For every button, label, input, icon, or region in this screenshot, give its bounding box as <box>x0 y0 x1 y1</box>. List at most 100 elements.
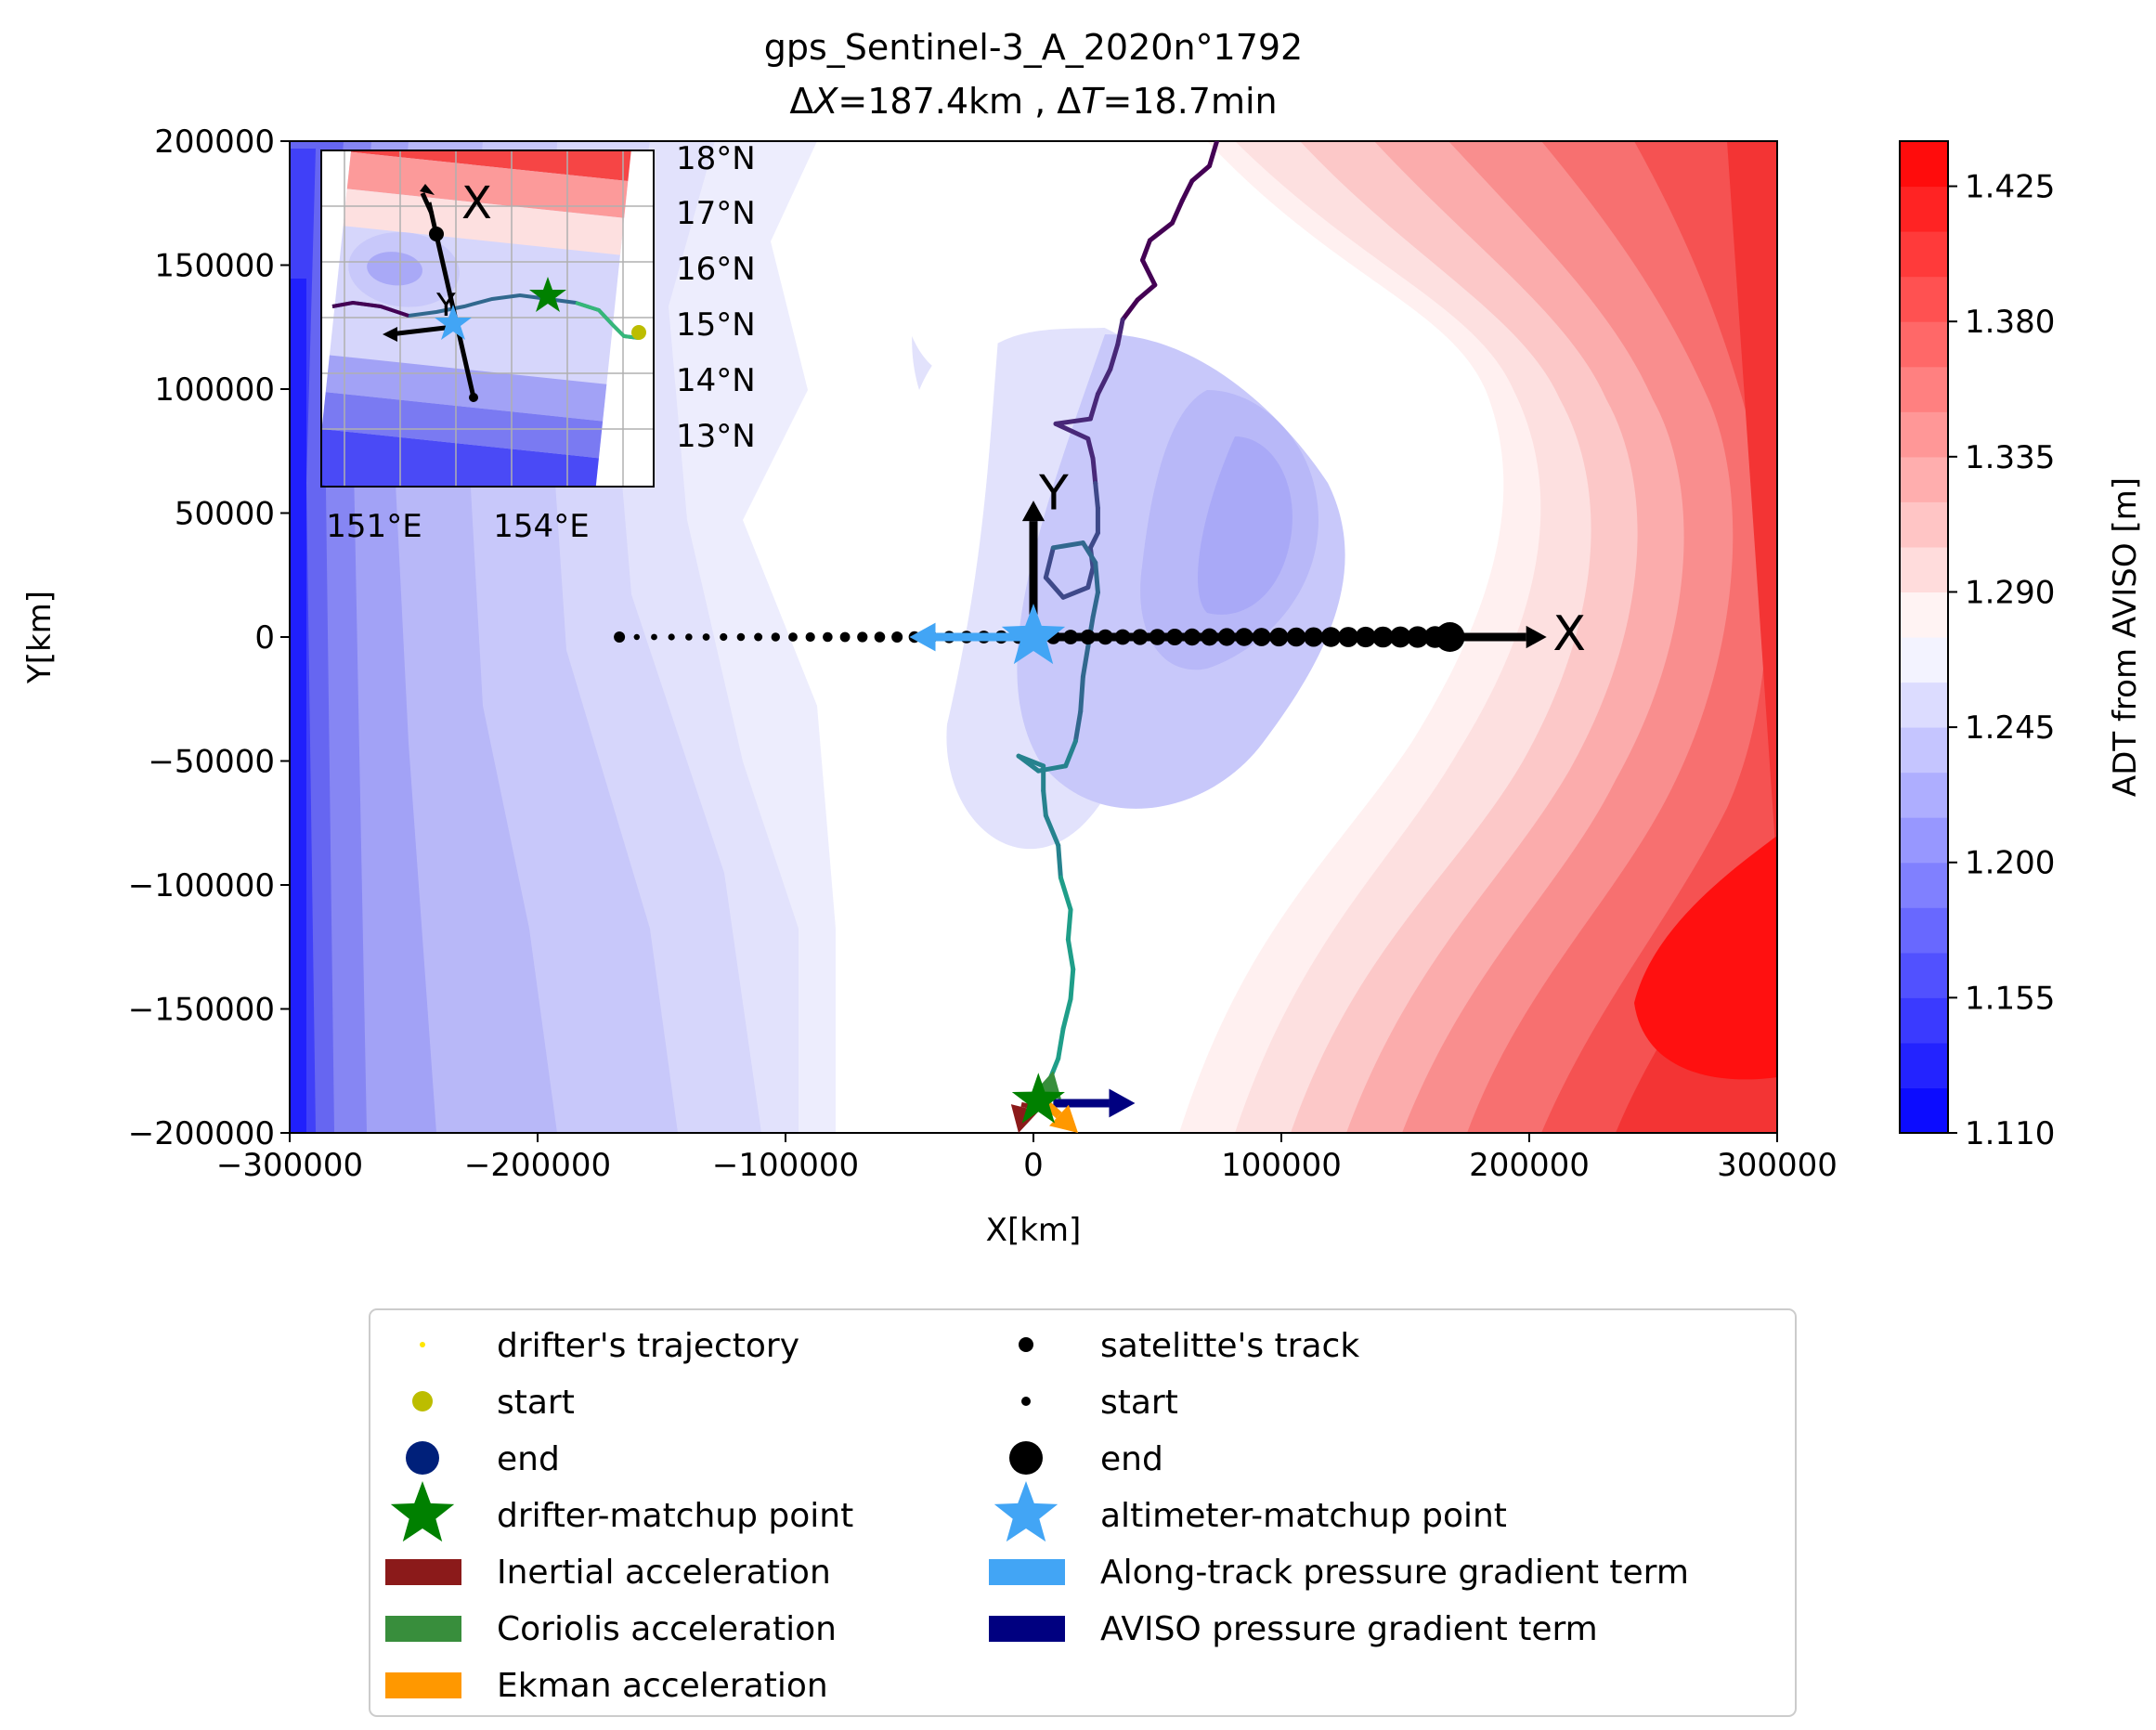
legend-item-drifter-matchup-point: drifter-matchup point <box>390 1481 853 1542</box>
colorbar-band <box>1900 727 1948 774</box>
drifter-trajectory-segment <box>1060 585 1091 600</box>
drifter-trajectory-segment <box>1056 842 1063 880</box>
x-tick-label: 100000 <box>1221 1147 1342 1184</box>
drifter-trajectory-segment <box>1085 565 1096 591</box>
legend-item-start: start <box>412 1384 575 1422</box>
colorbar-band <box>1900 186 1948 232</box>
drifter-trajectory-segment <box>1068 967 1076 1002</box>
drifter-trajectory-segment <box>1139 257 1158 288</box>
legend-label: drifter's trajectory <box>497 1327 799 1365</box>
legend-label: Coriolis acceleration <box>497 1610 837 1648</box>
drifter-trajectory-segment <box>1120 297 1140 322</box>
drifter-trajectory-segment <box>1135 282 1158 303</box>
colorbar-tick-label: 1.110 <box>1965 1115 2055 1152</box>
colorbar-band <box>1900 592 1948 638</box>
ekman-acceleration-arrow-head <box>1049 1104 1079 1133</box>
legend-label: AVISO pressure gradient term <box>1100 1610 1598 1648</box>
inset-lat-label-6: 13°N <box>676 418 756 455</box>
colorbar-band <box>1900 772 1948 818</box>
inset-lon-label-1: 151°E <box>326 508 422 545</box>
drifter-trajectory-segment <box>1041 788 1048 818</box>
satellite-track-point <box>839 631 851 643</box>
colorbar-band <box>1900 862 1948 908</box>
track-axis-x-arrow-head <box>1526 625 1547 649</box>
drifter-trajectory-segment <box>1060 996 1073 1032</box>
legend-item-inertial-acceleration: Inertial acceleration <box>385 1554 831 1592</box>
drifter-trajectory-segment <box>1170 198 1185 226</box>
y-tick-label: −100000 <box>128 867 275 904</box>
legend-item-end: end <box>406 1440 560 1478</box>
legend-item-end: end <box>1009 1440 1163 1478</box>
inset-lat-label-3: 16°N <box>676 251 756 288</box>
aviso-pressure-gradient-term-arrow-head <box>1109 1088 1136 1118</box>
colorbar-tick-label: 1.425 <box>1965 169 2055 206</box>
drifter-trajectory-segment <box>1016 753 1046 769</box>
legend-item-coriolis-acceleration: Coriolis acceleration <box>385 1610 837 1648</box>
inertial-acceleration-arrow-shaft <box>1020 1101 1031 1109</box>
drifter-trajectory-segment <box>1087 530 1100 551</box>
satellite-track-point <box>651 633 657 641</box>
colorbar-tick-label: 1.200 <box>1965 845 2055 882</box>
track-axis-y-arrow-head <box>1021 501 1046 522</box>
x-axis-label: X[km] <box>986 1212 1082 1249</box>
colorbar-band <box>1900 907 1948 954</box>
drifter-trajectory-segment <box>1053 416 1093 426</box>
legend-label: start <box>497 1384 575 1422</box>
drifter-trajectory-segment <box>1207 141 1220 169</box>
satellite-track-point <box>702 633 710 641</box>
x-tick-label: 0 <box>1023 1147 1044 1184</box>
inset-lat-label-2: 17°N <box>676 195 756 232</box>
inset-altimeter-matchup-star <box>435 305 472 340</box>
legend-marker <box>385 1616 461 1642</box>
inset-lon-label-2: 154°E <box>493 508 589 545</box>
colorbar: 1.110 1.155 1.200 1.245 1.290 1.335 1.380 1.425… <box>1899 140 2144 1152</box>
drifter-trajectory-segment <box>1063 738 1078 769</box>
drifter-trajectory-segment <box>1043 575 1066 600</box>
drifter-trajectory-segment <box>1043 545 1056 580</box>
aviso-pressure-gradient-term-arrow <box>1053 1088 1136 1118</box>
legend-label: Along-track pressure gradient term <box>1100 1554 1689 1592</box>
colorbar-frame <box>1899 140 1949 1134</box>
satellite-track-point <box>736 632 746 642</box>
drifter-trajectory-segment <box>1108 342 1121 372</box>
y-tick-label: 200000 <box>154 124 275 161</box>
plot-layer <box>1016 141 1220 1111</box>
satellite-track-point <box>788 632 798 642</box>
legend-item-altimeter-matchup-point: altimeter-matchup point <box>994 1481 1507 1542</box>
y-tick-label: −50000 <box>148 744 275 781</box>
legend-marker <box>994 1481 1059 1542</box>
legend-marker <box>390 1481 455 1542</box>
legend-item-along-track-pressure-gradient-term: Along-track pressure gradient term <box>989 1554 1689 1592</box>
legend-label: start <box>1100 1384 1178 1422</box>
drifter-trajectory-segment <box>1065 907 1073 943</box>
colorbar-band <box>1900 231 1948 278</box>
colorbar-tick-label: 1.380 <box>1965 304 2055 341</box>
inset-lat-label-1: 18°N <box>676 140 756 177</box>
y-axis-ticks: −200000 −150000 −100000 −50000 0 50000 100000 1… <box>128 124 290 1152</box>
drifter-trajectory-segment <box>1078 674 1085 714</box>
satellite-track-point <box>857 631 868 643</box>
chart-title: gps_Sentinel-3_A_2020n°1792 <box>764 27 1303 68</box>
legend-marker <box>1021 1397 1031 1406</box>
colorbar-band <box>1900 952 1948 998</box>
colorbar-band <box>1900 321 1948 368</box>
altimeter-matchup-star <box>1001 604 1066 665</box>
y-tick-label: 150000 <box>154 248 275 285</box>
legend-item-aviso-pressure-gradient-term: AVISO pressure gradient term <box>989 1610 1598 1648</box>
colorbar-band <box>1900 141 1948 188</box>
drifter-trajectory-segment <box>1065 937 1076 972</box>
colorbar-band <box>1900 637 1948 683</box>
colorbar-band <box>1900 276 1948 322</box>
legend-marker <box>406 1441 439 1475</box>
colorbar-band <box>1900 546 1948 592</box>
along-track-pressure-gradient-term-arrow-head <box>909 622 936 652</box>
mark-layer: XY <box>614 465 1586 1133</box>
drifter-trajectory-segment <box>1139 238 1152 263</box>
legend-label: Ekman acceleration <box>497 1667 828 1705</box>
colorbar-tick-label: 1.245 <box>1965 709 2055 747</box>
colorbar-tick-label: 1.290 <box>1965 574 2055 611</box>
x-tick-label: −200000 <box>464 1147 611 1184</box>
legend-marker <box>420 1342 425 1347</box>
legend-label: satelitte's track <box>1100 1327 1359 1365</box>
